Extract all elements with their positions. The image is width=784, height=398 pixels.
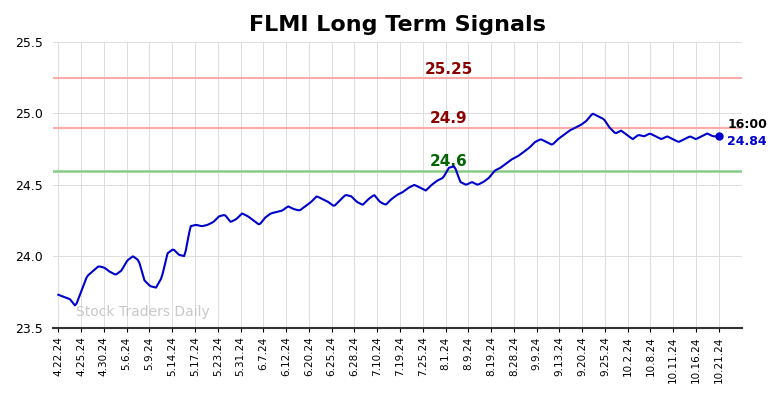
Title: FLMI Long Term Signals: FLMI Long Term Signals	[249, 15, 546, 35]
Text: 24.6: 24.6	[430, 154, 468, 169]
Text: 24.84: 24.84	[728, 135, 767, 148]
Text: 25.25: 25.25	[425, 62, 473, 76]
Text: 24.9: 24.9	[430, 111, 468, 127]
Text: 16:00: 16:00	[728, 118, 768, 131]
Text: Stock Traders Daily: Stock Traders Daily	[75, 305, 209, 319]
